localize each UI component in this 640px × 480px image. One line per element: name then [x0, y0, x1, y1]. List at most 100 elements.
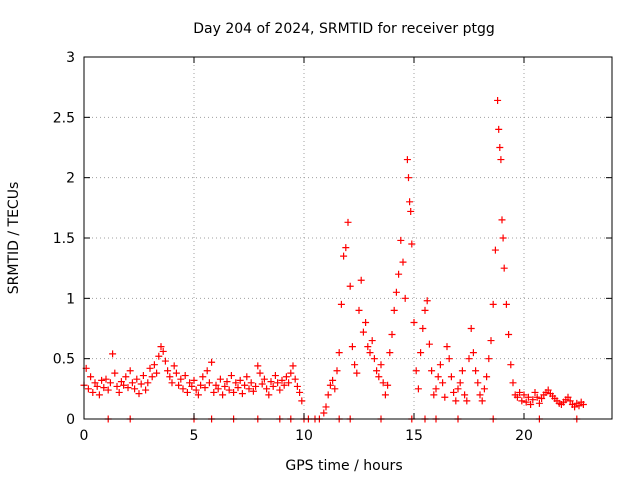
data-point	[131, 385, 139, 393]
data-point	[499, 234, 507, 242]
chart-title: Day 204 of 2024, SRMTID for receiver ptg…	[193, 21, 495, 37]
data-point	[419, 325, 427, 332]
data-point	[100, 384, 108, 392]
data-point	[124, 384, 132, 392]
data-point	[421, 306, 429, 314]
data-point	[538, 394, 546, 402]
data-point	[401, 294, 409, 302]
data-point	[159, 347, 167, 355]
data-point	[172, 369, 180, 377]
data-point	[225, 386, 233, 394]
data-point	[170, 362, 178, 370]
data-point	[150, 361, 158, 369]
data-point	[280, 381, 288, 389]
data-point	[487, 337, 495, 345]
data-point	[342, 244, 350, 252]
data-point	[485, 355, 493, 363]
data-point	[93, 382, 101, 390]
data-point	[483, 373, 491, 381]
data-point	[461, 391, 469, 399]
data-point	[139, 372, 147, 380]
data-point	[516, 388, 524, 396]
data-point	[535, 399, 543, 407]
data-point	[243, 373, 251, 381]
data-point	[135, 390, 143, 398]
data-point	[375, 373, 383, 381]
data-point	[183, 388, 191, 396]
data-point	[91, 379, 99, 387]
data-point	[155, 352, 163, 360]
data-point	[278, 376, 286, 384]
data-point	[494, 96, 502, 104]
data-point	[397, 236, 405, 244]
data-point	[104, 386, 112, 394]
data-point	[428, 367, 436, 375]
data-point	[263, 385, 271, 393]
data-point	[362, 318, 370, 326]
data-point	[351, 361, 359, 369]
data-point	[450, 388, 458, 396]
data-point	[236, 376, 244, 384]
data-point	[533, 393, 541, 401]
data-point	[458, 367, 466, 375]
data-point	[214, 385, 222, 393]
data-point	[408, 240, 416, 248]
data-point	[102, 375, 110, 383]
data-point	[117, 378, 125, 386]
data-point	[293, 382, 301, 390]
data-point	[474, 379, 482, 387]
data-point	[98, 376, 106, 384]
data-point	[571, 403, 579, 411]
data-point	[194, 391, 202, 399]
data-point	[497, 156, 505, 164]
data-point	[287, 369, 295, 377]
data-point	[113, 382, 121, 390]
y-tick-label: 0	[66, 412, 75, 428]
data-point	[414, 385, 422, 393]
data-point	[120, 381, 128, 389]
data-point	[260, 375, 268, 383]
data-point	[234, 384, 242, 392]
data-point	[188, 382, 196, 390]
data-point	[357, 276, 365, 284]
data-point	[329, 376, 337, 384]
data-point	[491, 246, 499, 254]
data-point	[161, 357, 169, 365]
data-point	[463, 397, 471, 405]
data-point	[142, 386, 150, 394]
data-point	[274, 379, 282, 387]
data-point	[406, 198, 414, 206]
data-point	[221, 382, 229, 390]
data-point	[335, 349, 343, 357]
y-tick-label: 1	[66, 291, 75, 307]
data-point	[423, 297, 431, 305]
data-point	[164, 367, 172, 375]
data-point	[373, 367, 381, 375]
data-point	[502, 300, 510, 308]
data-point	[480, 385, 488, 393]
data-point	[232, 379, 240, 387]
data-point	[505, 331, 513, 339]
data-point	[223, 378, 231, 386]
data-point	[454, 385, 462, 393]
data-point	[346, 282, 354, 290]
data-point	[144, 379, 152, 387]
data-point	[245, 385, 253, 393]
data-point	[439, 379, 447, 387]
data-point	[359, 328, 367, 336]
data-point	[368, 337, 376, 345]
data-point	[296, 388, 304, 396]
data-point	[524, 393, 532, 401]
data-point	[122, 373, 130, 381]
data-point	[496, 144, 504, 151]
data-point	[518, 397, 526, 405]
data-point	[285, 379, 293, 387]
y-axis-label: SRMTID / TECUs	[6, 182, 22, 295]
y-axis-ticks: 0 0.5 1 1.5 2 2.5 3	[53, 50, 612, 428]
y-tick-label: 2	[66, 171, 75, 187]
data-point	[434, 373, 442, 381]
data-point	[146, 364, 154, 372]
data-point	[199, 373, 207, 381]
data-point	[500, 264, 508, 272]
data-point	[324, 391, 332, 399]
